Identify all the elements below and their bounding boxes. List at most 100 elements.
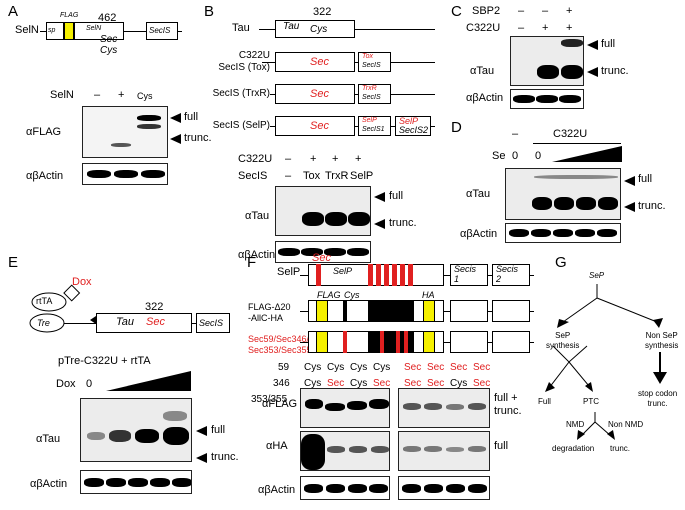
a-sp: sp xyxy=(48,27,56,34)
c-actin-blot xyxy=(510,89,584,109)
f-flag: FLAG xyxy=(317,290,341,300)
g-flow-lines xyxy=(545,284,667,440)
f-residue-cell: Sec xyxy=(473,378,491,389)
a-pos: 462 xyxy=(98,12,117,24)
e-tau: Tau xyxy=(116,316,134,328)
b-row2-2: Tox xyxy=(303,170,321,182)
e-sec: Sec xyxy=(146,316,165,328)
c-row2-3: + xyxy=(566,22,573,34)
g-degradation: degradation xyxy=(552,444,595,453)
f-residue-cell: Cys xyxy=(350,378,368,389)
c-actin-row: αβActin xyxy=(466,92,504,104)
f-construct2: FLAG-Δ20 -AllC-HA xyxy=(248,302,291,323)
b-pos: 322 xyxy=(313,6,332,18)
b-construct-2: SecIS (TrxR) xyxy=(212,88,270,99)
f-residue-cell: Cys xyxy=(304,378,322,389)
b-row2-3: TrxR xyxy=(325,170,349,182)
panel-label-a: A xyxy=(8,3,19,20)
panel-label-b: B xyxy=(204,3,215,20)
b-construct-3: SecIS (SelP) xyxy=(212,120,270,131)
c-row2-label: C322U xyxy=(466,22,501,34)
b-secis-b-2: SecIS xyxy=(362,94,381,101)
e-tau-row: αTau xyxy=(36,433,61,445)
b-sec-1: Sec xyxy=(310,56,329,68)
c-row1-1: – xyxy=(518,5,525,17)
a-seln-inner: SelN xyxy=(86,25,102,32)
f-row-label: 353/355 xyxy=(251,394,288,405)
b-tau: Tau xyxy=(232,22,250,34)
d-header: C322U xyxy=(553,128,588,140)
b-row2-4: SelP xyxy=(350,170,374,182)
d-tau-row: αTau xyxy=(466,188,491,200)
e-actin-row: αβActin xyxy=(30,478,68,490)
c-row1-3: + xyxy=(566,5,573,17)
f-row-label: 346 xyxy=(273,378,290,389)
b-row1-label: C322U xyxy=(238,153,273,165)
f-residue-cell: Cys xyxy=(304,362,322,373)
d-se-label: Se xyxy=(492,150,506,162)
c-tau-blot xyxy=(510,36,584,86)
f-residue-cell: Sec xyxy=(327,378,345,389)
f-residue-cell: Cys xyxy=(350,362,368,373)
f-flag-row: αFLAG xyxy=(262,398,298,410)
b-secis-a-2: TrxR xyxy=(362,85,377,92)
a-sec: Sec xyxy=(100,34,118,45)
e-dox-wedge xyxy=(106,371,191,391)
g-nmd: NMD xyxy=(566,420,585,429)
c-tau-row: αTau xyxy=(470,65,495,77)
b-secis-a-3: SelP xyxy=(362,117,377,124)
f-residue-cell: Sec xyxy=(450,362,468,373)
f-residue-cell: Sec xyxy=(427,362,445,373)
e-construct: pTre-C322U + rtTA xyxy=(58,355,151,367)
b-row2-1: – xyxy=(285,170,292,182)
e-tau-blot xyxy=(80,398,192,462)
f-residue-cell: Sec xyxy=(473,362,491,373)
a-protein-label: SelN xyxy=(15,24,39,36)
e-full: full xyxy=(211,424,226,436)
b-row1-3: + xyxy=(332,153,339,165)
c-full: full xyxy=(601,38,616,50)
f-actin-row: αβActin xyxy=(258,484,296,496)
b-secis2-a: SelP xyxy=(399,116,419,126)
c-trunc: trunc. xyxy=(601,65,629,77)
e-dox-0: 0 xyxy=(86,378,93,390)
b-trunc: trunc. xyxy=(389,217,417,229)
c-row1-label: SBP2 xyxy=(472,5,501,17)
f-residue-cell: Sec xyxy=(427,378,445,389)
a-trunc: trunc. xyxy=(184,132,212,144)
c-row2-1: – xyxy=(518,22,525,34)
e-secis: SecIS xyxy=(199,318,224,328)
e-dox: Dox xyxy=(72,276,92,288)
d-se-wedge xyxy=(552,146,622,162)
f-ha-blot-left xyxy=(300,431,390,471)
a-flag-row: αFLAG xyxy=(26,126,62,138)
panel-label-d: D xyxy=(451,119,462,136)
f-residue-cell: Cys xyxy=(450,378,468,389)
g-stop-codon: stop codon trunc. xyxy=(638,389,678,408)
panel-label-e: E xyxy=(8,254,19,271)
g-full: Full xyxy=(538,397,551,406)
a-lane-2: + xyxy=(118,89,125,101)
f-residue-cell: Sec xyxy=(404,362,422,373)
e-tre: Tre xyxy=(37,318,50,328)
f-secis1: Secis 1 xyxy=(454,264,477,284)
b-tau-blot xyxy=(275,186,371,236)
b-actin-blot xyxy=(275,241,371,263)
a-full: full xyxy=(184,111,199,123)
a-actin-blot xyxy=(82,163,168,185)
g-non-sep-synthesis: Non SeP synthesis xyxy=(645,331,679,350)
e-rtta-diagram xyxy=(29,284,96,333)
b-tau-box: Tau xyxy=(283,21,300,32)
e-trunc: trunc. xyxy=(211,451,239,463)
d-actin-blot xyxy=(505,223,621,243)
d-dash: – xyxy=(512,128,519,140)
f-ha-blot-right xyxy=(398,431,490,471)
f-construct3: Sec59/Sec346/ Sec353/Sec355 xyxy=(248,334,312,355)
b-row1-4: + xyxy=(355,153,362,165)
f-selp-label: SelP xyxy=(277,266,301,278)
e-rtta: rtTA xyxy=(36,296,53,306)
b-row1-1: – xyxy=(285,153,292,165)
f-residue-cell: Cys xyxy=(373,362,391,373)
a-cys: Cys xyxy=(100,45,118,56)
e-actin-blot xyxy=(80,470,192,494)
